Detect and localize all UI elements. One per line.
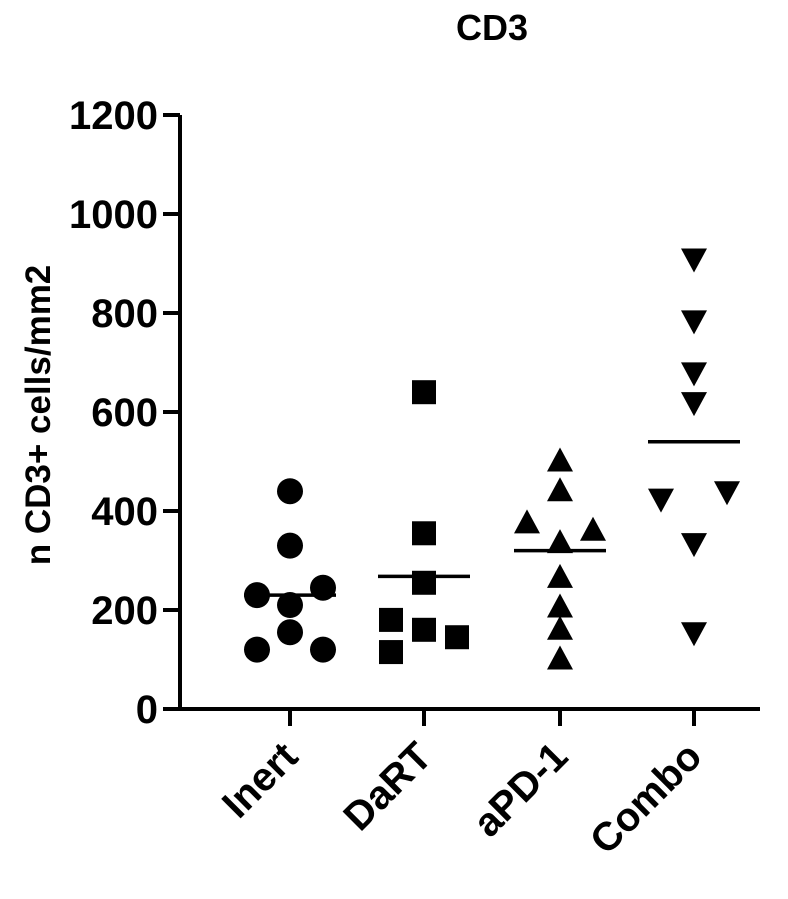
data-point-square — [412, 570, 436, 595]
data-point-circle — [277, 532, 303, 559]
data-point-triangle-up — [547, 563, 573, 588]
data-point-triangle-up — [580, 516, 606, 541]
y-tick-label: 1200 — [69, 94, 158, 138]
x-tick-label: DaRT — [335, 734, 440, 839]
x-tick-label: Inert — [214, 734, 306, 826]
data-point-triangle-down — [681, 533, 707, 558]
y-tick-label: 600 — [91, 391, 158, 435]
data-point-triangle-down — [681, 362, 707, 387]
data-point-triangle-up — [547, 615, 573, 640]
axes: 0 200 400 600 800 1000 1200 Inert DaRT aPD-1 Combo — [69, 94, 760, 863]
data-point-triangle-up — [547, 645, 573, 670]
y-tick-label: 1000 — [69, 193, 158, 237]
data-point-square — [379, 640, 403, 665]
data-point-triangle-down — [681, 310, 707, 335]
data-point-triangle-up — [547, 447, 573, 472]
data-point-triangle-up — [514, 509, 540, 534]
data-point-circle — [277, 478, 303, 505]
chart-title: CD3 — [456, 7, 528, 48]
y-tick-label: 800 — [91, 292, 158, 336]
data-point-triangle-down — [681, 392, 707, 417]
data-point-triangle-up — [547, 593, 573, 618]
data-marks — [244, 248, 740, 670]
data-point-triangle-down — [648, 488, 674, 513]
data-point-circle — [277, 619, 303, 646]
data-point-triangle-down — [714, 481, 740, 506]
y-tick-label: 200 — [91, 589, 158, 633]
data-point-square — [412, 521, 436, 546]
data-point-circle — [244, 636, 270, 663]
y-axis-label: n CD3+ cells/mm2 — [19, 265, 58, 566]
data-point-circle — [277, 592, 303, 619]
data-point-circle — [310, 636, 336, 663]
data-point-triangle-down — [681, 248, 707, 273]
x-tick-label: Combo — [582, 734, 711, 863]
data-point-triangle-down — [681, 622, 707, 647]
data-point-triangle-up — [547, 477, 573, 502]
x-tick-label: aPD-1 — [465, 734, 576, 845]
data-point-square — [412, 617, 436, 642]
data-point-square — [412, 380, 436, 405]
data-point-square — [379, 607, 403, 632]
y-tick-label: 0 — [136, 688, 158, 732]
data-point-triangle-up — [547, 529, 573, 554]
data-point-square — [445, 625, 469, 650]
y-tick-label: 400 — [91, 490, 158, 534]
